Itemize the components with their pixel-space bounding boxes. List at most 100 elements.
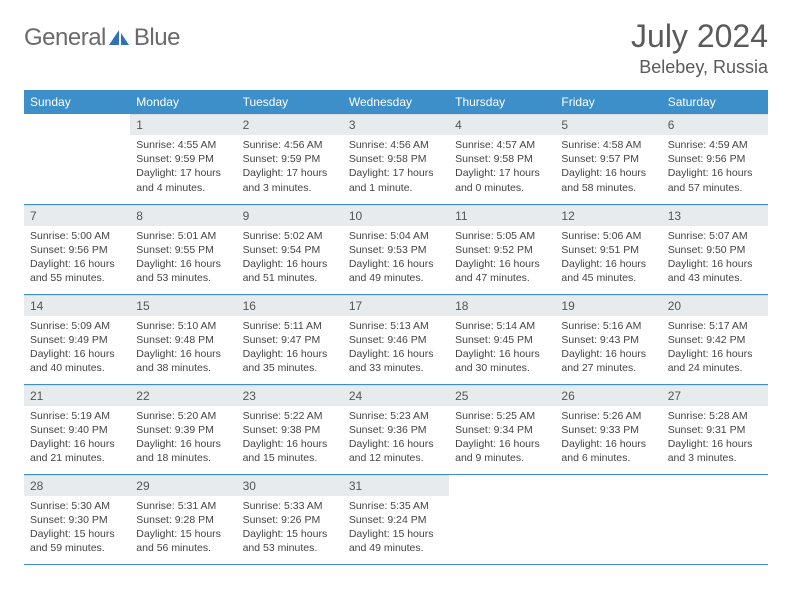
day-number: 6 bbox=[662, 114, 768, 135]
day-info: Sunrise: 5:28 AMSunset: 9:31 PMDaylight:… bbox=[662, 406, 768, 472]
calendar-cell: 7Sunrise: 5:00 AMSunset: 9:56 PMDaylight… bbox=[24, 204, 130, 294]
calendar-body: 1Sunrise: 4:55 AMSunset: 9:59 PMDaylight… bbox=[24, 114, 768, 564]
day-info: Sunrise: 5:22 AMSunset: 9:38 PMDaylight:… bbox=[237, 406, 343, 472]
calendar-cell: 5Sunrise: 4:58 AMSunset: 9:57 PMDaylight… bbox=[555, 114, 661, 204]
weekday-header: Tuesday bbox=[237, 90, 343, 114]
day-number: 20 bbox=[662, 295, 768, 316]
day-number: 22 bbox=[130, 385, 236, 406]
calendar-cell bbox=[24, 114, 130, 204]
day-info: Sunrise: 5:35 AMSunset: 9:24 PMDaylight:… bbox=[343, 496, 449, 562]
calendar-cell: 10Sunrise: 5:04 AMSunset: 9:53 PMDayligh… bbox=[343, 204, 449, 294]
day-info: Sunrise: 5:14 AMSunset: 9:45 PMDaylight:… bbox=[449, 316, 555, 382]
weekday-header: Wednesday bbox=[343, 90, 449, 114]
calendar-cell: 21Sunrise: 5:19 AMSunset: 9:40 PMDayligh… bbox=[24, 384, 130, 474]
weekday-header: Sunday bbox=[24, 90, 130, 114]
calendar-cell bbox=[555, 474, 661, 564]
calendar-cell: 9Sunrise: 5:02 AMSunset: 9:54 PMDaylight… bbox=[237, 204, 343, 294]
day-number: 7 bbox=[24, 205, 130, 226]
calendar-cell: 3Sunrise: 4:56 AMSunset: 9:58 PMDaylight… bbox=[343, 114, 449, 204]
day-info: Sunrise: 5:23 AMSunset: 9:36 PMDaylight:… bbox=[343, 406, 449, 472]
day-number: 27 bbox=[662, 385, 768, 406]
day-number: 16 bbox=[237, 295, 343, 316]
day-number: 30 bbox=[237, 475, 343, 496]
day-number: 21 bbox=[24, 385, 130, 406]
day-number: 5 bbox=[555, 114, 661, 135]
calendar-cell: 20Sunrise: 5:17 AMSunset: 9:42 PMDayligh… bbox=[662, 294, 768, 384]
header: General Blue July 2024 Belebey, Russia bbox=[24, 18, 768, 78]
calendar-cell bbox=[662, 474, 768, 564]
day-info: Sunrise: 5:31 AMSunset: 9:28 PMDaylight:… bbox=[130, 496, 236, 562]
day-info: Sunrise: 5:11 AMSunset: 9:47 PMDaylight:… bbox=[237, 316, 343, 382]
day-info: Sunrise: 5:26 AMSunset: 9:33 PMDaylight:… bbox=[555, 406, 661, 472]
day-number: 4 bbox=[449, 114, 555, 135]
day-number: 1 bbox=[130, 114, 236, 135]
calendar-cell: 13Sunrise: 5:07 AMSunset: 9:50 PMDayligh… bbox=[662, 204, 768, 294]
day-info: Sunrise: 5:20 AMSunset: 9:39 PMDaylight:… bbox=[130, 406, 236, 472]
logo-text-a: General bbox=[24, 24, 106, 52]
day-number: 13 bbox=[662, 205, 768, 226]
day-number: 26 bbox=[555, 385, 661, 406]
day-info: Sunrise: 4:55 AMSunset: 9:59 PMDaylight:… bbox=[130, 135, 236, 201]
calendar-head: SundayMondayTuesdayWednesdayThursdayFrid… bbox=[24, 90, 768, 114]
day-number: 31 bbox=[343, 475, 449, 496]
calendar-cell: 1Sunrise: 4:55 AMSunset: 9:59 PMDaylight… bbox=[130, 114, 236, 204]
calendar-cell: 19Sunrise: 5:16 AMSunset: 9:43 PMDayligh… bbox=[555, 294, 661, 384]
day-info: Sunrise: 5:30 AMSunset: 9:30 PMDaylight:… bbox=[24, 496, 130, 562]
weekday-header: Friday bbox=[555, 90, 661, 114]
day-info: Sunrise: 5:06 AMSunset: 9:51 PMDaylight:… bbox=[555, 226, 661, 292]
day-info: Sunrise: 5:10 AMSunset: 9:48 PMDaylight:… bbox=[130, 316, 236, 382]
calendar-cell: 14Sunrise: 5:09 AMSunset: 9:49 PMDayligh… bbox=[24, 294, 130, 384]
day-info: Sunrise: 4:59 AMSunset: 9:56 PMDaylight:… bbox=[662, 135, 768, 201]
calendar-cell: 29Sunrise: 5:31 AMSunset: 9:28 PMDayligh… bbox=[130, 474, 236, 564]
day-number: 28 bbox=[24, 475, 130, 496]
day-info: Sunrise: 5:16 AMSunset: 9:43 PMDaylight:… bbox=[555, 316, 661, 382]
day-number: 25 bbox=[449, 385, 555, 406]
day-info: Sunrise: 4:56 AMSunset: 9:58 PMDaylight:… bbox=[343, 135, 449, 201]
day-number: 3 bbox=[343, 114, 449, 135]
calendar-cell: 24Sunrise: 5:23 AMSunset: 9:36 PMDayligh… bbox=[343, 384, 449, 474]
day-number: 9 bbox=[237, 205, 343, 226]
day-number: 12 bbox=[555, 205, 661, 226]
day-info: Sunrise: 5:19 AMSunset: 9:40 PMDaylight:… bbox=[24, 406, 130, 472]
calendar-cell: 8Sunrise: 5:01 AMSunset: 9:55 PMDaylight… bbox=[130, 204, 236, 294]
day-info: Sunrise: 5:05 AMSunset: 9:52 PMDaylight:… bbox=[449, 226, 555, 292]
day-info: Sunrise: 5:33 AMSunset: 9:26 PMDaylight:… bbox=[237, 496, 343, 562]
day-info: Sunrise: 4:58 AMSunset: 9:57 PMDaylight:… bbox=[555, 135, 661, 201]
day-number: 10 bbox=[343, 205, 449, 226]
day-number: 18 bbox=[449, 295, 555, 316]
day-number: 2 bbox=[237, 114, 343, 135]
calendar-cell: 18Sunrise: 5:14 AMSunset: 9:45 PMDayligh… bbox=[449, 294, 555, 384]
calendar-cell: 11Sunrise: 5:05 AMSunset: 9:52 PMDayligh… bbox=[449, 204, 555, 294]
calendar-cell: 26Sunrise: 5:26 AMSunset: 9:33 PMDayligh… bbox=[555, 384, 661, 474]
sail-icon bbox=[108, 29, 130, 47]
day-info: Sunrise: 5:25 AMSunset: 9:34 PMDaylight:… bbox=[449, 406, 555, 472]
day-info: Sunrise: 5:17 AMSunset: 9:42 PMDaylight:… bbox=[662, 316, 768, 382]
day-number: 11 bbox=[449, 205, 555, 226]
calendar-cell: 30Sunrise: 5:33 AMSunset: 9:26 PMDayligh… bbox=[237, 474, 343, 564]
calendar-cell: 25Sunrise: 5:25 AMSunset: 9:34 PMDayligh… bbox=[449, 384, 555, 474]
month-title: July 2024 bbox=[631, 18, 768, 55]
weekday-header: Saturday bbox=[662, 90, 768, 114]
calendar-cell bbox=[449, 474, 555, 564]
calendar-cell: 12Sunrise: 5:06 AMSunset: 9:51 PMDayligh… bbox=[555, 204, 661, 294]
weekday-header: Monday bbox=[130, 90, 236, 114]
location: Belebey, Russia bbox=[631, 57, 768, 78]
calendar-cell: 2Sunrise: 4:56 AMSunset: 9:59 PMDaylight… bbox=[237, 114, 343, 204]
weekday-header: Thursday bbox=[449, 90, 555, 114]
calendar-cell: 22Sunrise: 5:20 AMSunset: 9:39 PMDayligh… bbox=[130, 384, 236, 474]
day-number: 24 bbox=[343, 385, 449, 406]
day-info: Sunrise: 5:00 AMSunset: 9:56 PMDaylight:… bbox=[24, 226, 130, 292]
day-number: 15 bbox=[130, 295, 236, 316]
calendar-cell: 17Sunrise: 5:13 AMSunset: 9:46 PMDayligh… bbox=[343, 294, 449, 384]
day-number: 23 bbox=[237, 385, 343, 406]
day-number: 29 bbox=[130, 475, 236, 496]
day-number: 19 bbox=[555, 295, 661, 316]
calendar-cell: 16Sunrise: 5:11 AMSunset: 9:47 PMDayligh… bbox=[237, 294, 343, 384]
calendar-cell: 28Sunrise: 5:30 AMSunset: 9:30 PMDayligh… bbox=[24, 474, 130, 564]
calendar-cell: 4Sunrise: 4:57 AMSunset: 9:58 PMDaylight… bbox=[449, 114, 555, 204]
day-info: Sunrise: 4:57 AMSunset: 9:58 PMDaylight:… bbox=[449, 135, 555, 201]
day-number: 17 bbox=[343, 295, 449, 316]
calendar-cell: 23Sunrise: 5:22 AMSunset: 9:38 PMDayligh… bbox=[237, 384, 343, 474]
day-info: Sunrise: 4:56 AMSunset: 9:59 PMDaylight:… bbox=[237, 135, 343, 201]
day-info: Sunrise: 5:01 AMSunset: 9:55 PMDaylight:… bbox=[130, 226, 236, 292]
